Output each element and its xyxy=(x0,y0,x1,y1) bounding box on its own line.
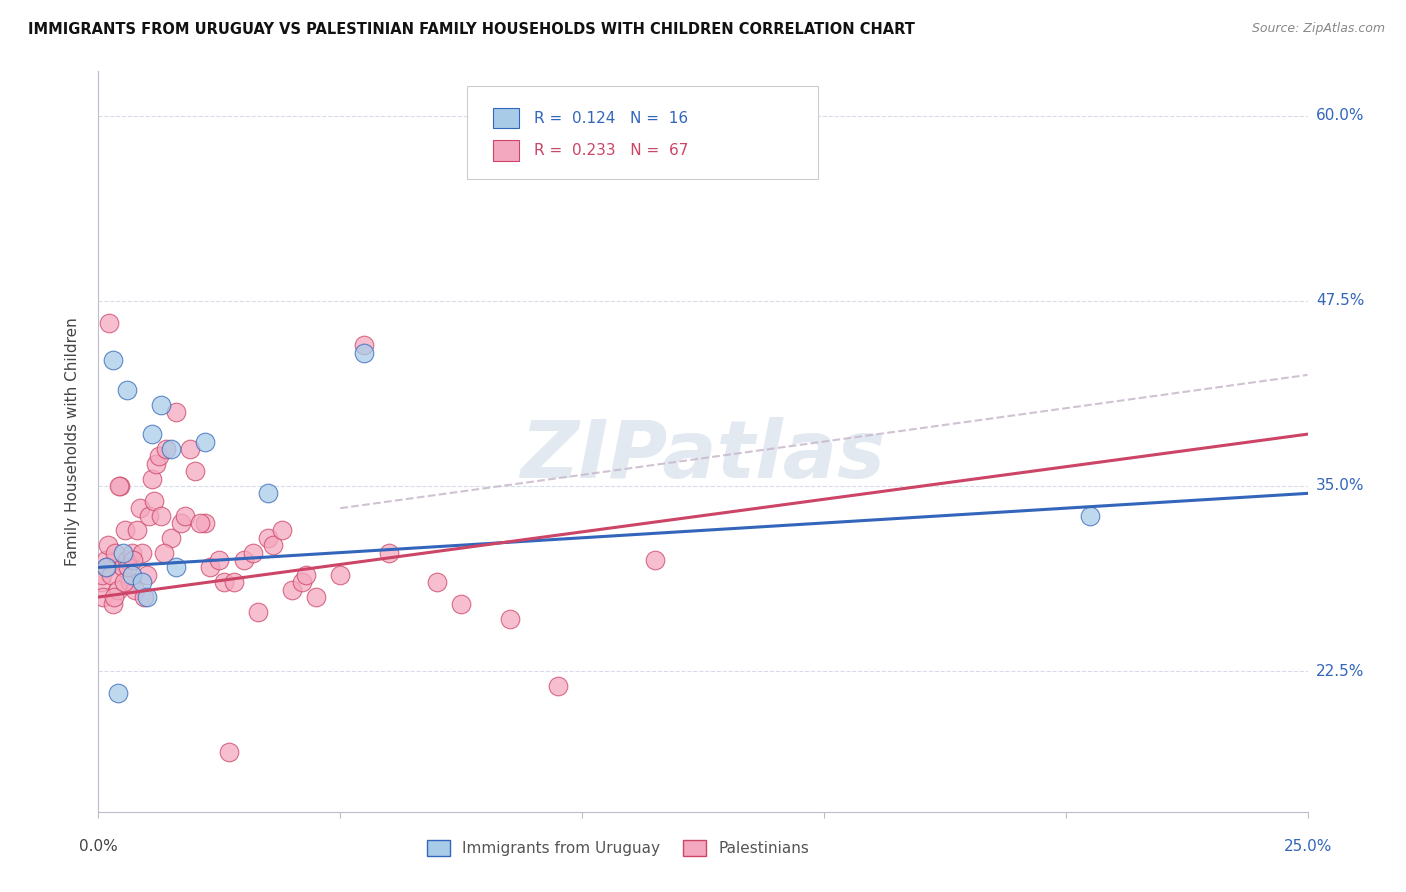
Point xyxy=(145,457,167,471)
Point xyxy=(547,679,569,693)
Point xyxy=(121,567,143,582)
Point xyxy=(256,531,278,545)
Point xyxy=(498,612,520,626)
Point xyxy=(377,546,399,560)
Point xyxy=(111,546,134,560)
Point xyxy=(290,575,312,590)
Point xyxy=(131,575,153,590)
Point xyxy=(256,486,278,500)
Text: 22.5%: 22.5% xyxy=(1316,664,1364,679)
Point xyxy=(107,582,129,597)
Bar xyxy=(492,108,519,128)
Point xyxy=(165,405,187,419)
Point xyxy=(112,575,135,590)
Point xyxy=(218,746,240,760)
Text: 35.0%: 35.0% xyxy=(1316,478,1364,493)
Point xyxy=(1078,508,1101,523)
Point xyxy=(98,316,121,330)
Point xyxy=(169,516,191,530)
Point xyxy=(143,493,166,508)
Text: Source: ZipAtlas.com: Source: ZipAtlas.com xyxy=(1251,22,1385,36)
Point xyxy=(94,553,117,567)
Point xyxy=(184,464,207,478)
Point xyxy=(124,582,146,597)
Legend: Immigrants from Uruguay, Palestinians: Immigrants from Uruguay, Palestinians xyxy=(427,840,810,856)
Text: R =  0.124   N =  16: R = 0.124 N = 16 xyxy=(534,111,688,126)
Point xyxy=(160,442,183,456)
Point xyxy=(188,516,211,530)
Point xyxy=(329,567,352,582)
Point xyxy=(194,434,217,449)
Point xyxy=(271,524,294,538)
Point xyxy=(135,590,157,604)
Point xyxy=(155,442,177,456)
Point xyxy=(101,598,124,612)
Point xyxy=(134,590,156,604)
Point xyxy=(127,524,149,538)
Point xyxy=(101,353,124,368)
Point xyxy=(104,546,127,560)
Point xyxy=(96,560,118,574)
Point xyxy=(90,575,112,590)
Point xyxy=(108,479,131,493)
Point xyxy=(644,553,666,567)
Point xyxy=(121,546,143,560)
Point xyxy=(179,442,201,456)
Point xyxy=(353,345,375,359)
Point xyxy=(295,567,318,582)
Point xyxy=(262,538,284,552)
Point xyxy=(198,560,221,574)
Point xyxy=(150,398,173,412)
Point xyxy=(91,567,114,582)
Point xyxy=(131,546,153,560)
Point xyxy=(160,531,183,545)
Text: ZIPatlas: ZIPatlas xyxy=(520,417,886,495)
Point xyxy=(152,546,174,560)
Point xyxy=(232,553,254,567)
Point xyxy=(107,686,129,700)
Point xyxy=(138,508,160,523)
Point xyxy=(212,575,235,590)
Point xyxy=(107,479,129,493)
Point xyxy=(174,508,197,523)
Text: IMMIGRANTS FROM URUGUAY VS PALESTINIAN FAMILY HOUSEHOLDS WITH CHILDREN CORRELATI: IMMIGRANTS FROM URUGUAY VS PALESTINIAN F… xyxy=(28,22,915,37)
Point xyxy=(208,553,231,567)
Point xyxy=(103,590,125,604)
Point xyxy=(135,567,157,582)
Text: 25.0%: 25.0% xyxy=(1284,839,1331,855)
Point xyxy=(150,508,173,523)
Point xyxy=(148,450,170,464)
FancyBboxPatch shape xyxy=(467,87,818,178)
Point xyxy=(141,427,163,442)
Point xyxy=(222,575,245,590)
Point xyxy=(94,560,117,574)
Point xyxy=(450,598,472,612)
Point xyxy=(128,501,150,516)
Point xyxy=(111,560,134,574)
Point xyxy=(305,590,328,604)
Text: R =  0.233   N =  67: R = 0.233 N = 67 xyxy=(534,143,688,158)
Point xyxy=(114,524,136,538)
Point xyxy=(122,553,145,567)
Point xyxy=(141,471,163,485)
Point xyxy=(247,605,270,619)
Text: 0.0%: 0.0% xyxy=(79,839,118,855)
Point xyxy=(100,567,122,582)
Point xyxy=(117,553,139,567)
Text: 60.0%: 60.0% xyxy=(1316,108,1364,123)
Point xyxy=(242,546,264,560)
Point xyxy=(117,560,139,574)
Point xyxy=(118,575,141,590)
Point xyxy=(117,383,139,397)
Bar xyxy=(492,140,519,161)
Point xyxy=(353,338,375,352)
Y-axis label: Family Households with Children: Family Households with Children xyxy=(65,318,80,566)
Point xyxy=(165,560,187,574)
Point xyxy=(426,575,449,590)
Point xyxy=(97,538,120,552)
Text: 47.5%: 47.5% xyxy=(1316,293,1364,309)
Point xyxy=(281,582,304,597)
Point xyxy=(91,590,114,604)
Point xyxy=(194,516,217,530)
